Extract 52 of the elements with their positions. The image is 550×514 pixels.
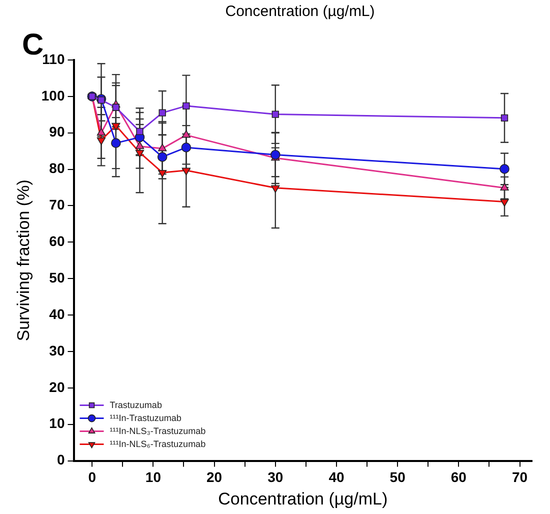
y-tick-label: 30 xyxy=(49,342,65,358)
point xyxy=(135,150,144,158)
legend-label: Trastuzumab xyxy=(110,400,162,410)
x-tick-label: 70 xyxy=(512,469,528,486)
text: Concentration (µg/mL) xyxy=(225,3,375,20)
point xyxy=(98,96,105,104)
point xyxy=(272,110,279,118)
x-tick-label: 60 xyxy=(450,469,467,486)
x-tick-label: 40 xyxy=(328,469,344,486)
point xyxy=(271,185,280,193)
point xyxy=(136,128,144,135)
x-tick-label: 20 xyxy=(206,469,222,486)
y-tick-label: 20 xyxy=(49,378,65,395)
y-tick-label: 90 xyxy=(49,124,65,140)
legend-label: ¹¹¹In-NLS₃-Trastuzumab xyxy=(110,426,206,436)
point xyxy=(182,168,190,176)
x-tick-label: 10 xyxy=(145,469,162,486)
y-tick-label: 80 xyxy=(49,160,65,176)
y-tick-label: 100 xyxy=(41,87,65,104)
point xyxy=(158,170,167,178)
x-tick-label: 0 xyxy=(88,469,96,486)
point xyxy=(500,182,509,191)
x-axis-title: Concentration (µg/mL) xyxy=(218,489,388,508)
point xyxy=(96,138,106,146)
text: C xyxy=(22,28,44,62)
point xyxy=(158,144,167,152)
point xyxy=(182,102,190,110)
point xyxy=(157,152,168,162)
point xyxy=(500,164,510,174)
point xyxy=(181,142,192,152)
point xyxy=(158,109,166,116)
point xyxy=(182,130,190,138)
x-tick-label: 50 xyxy=(390,469,406,486)
x-tick-label: 30 xyxy=(268,469,284,486)
point xyxy=(500,114,508,122)
y-tick-label: 10 xyxy=(49,415,65,432)
point xyxy=(111,138,121,148)
y-tick-label: 60 xyxy=(49,233,65,250)
point xyxy=(500,199,509,207)
point xyxy=(270,150,280,160)
y-tick-label: 0 xyxy=(56,452,65,468)
y-tick-label: 50 xyxy=(49,269,65,286)
y-tick-label: 40 xyxy=(49,306,65,322)
legend-label: ¹¹¹In-NLS₆-Trastuzumab xyxy=(110,438,206,449)
point xyxy=(135,141,144,150)
y-tick-label: 70 xyxy=(49,196,65,213)
y-axis-title: Surviving fraction (%) xyxy=(14,180,33,342)
point xyxy=(112,122,120,130)
legend-label: ¹¹¹In-Trastuzumab xyxy=(110,412,182,423)
point xyxy=(96,128,106,136)
point xyxy=(112,104,120,111)
y-tick-label: 110 xyxy=(42,50,65,67)
